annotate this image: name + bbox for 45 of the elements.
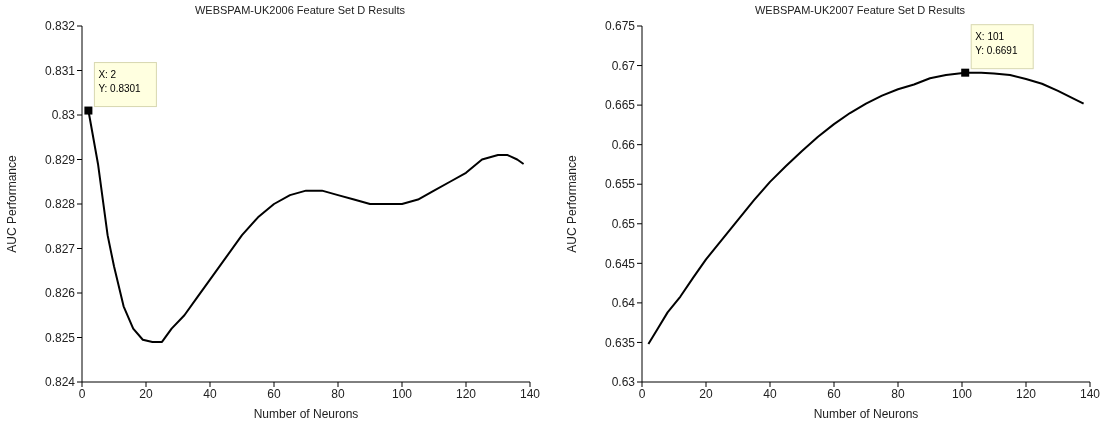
chart-title: WEBSPAM-UK2006 Feature Set D Results (193, 4, 407, 16)
x-tick-label: 80 (331, 386, 345, 401)
x-axis-title: Number of Neurons (813, 407, 919, 421)
y-axis-title: AUC Performance (565, 155, 580, 253)
y-tick-label: 0.824 (44, 375, 76, 390)
y-tick-label: 0.828 (44, 197, 76, 212)
annotation: X: 2 Y: 0.8301 (98, 68, 142, 94)
x-tick-label: 60 (267, 386, 281, 401)
x-tick-label: 40 (763, 386, 777, 401)
y-tick-label: 0.66 (611, 137, 636, 152)
y-tick-label: 0.665 (604, 98, 636, 113)
y-tick-label: 0.831 (44, 63, 76, 78)
y-tick-label: 0.635 (604, 335, 636, 350)
x-tick-label: 100 (391, 386, 413, 401)
y-tick-label: 0.64 (611, 296, 636, 311)
y-tick-label: 0.67 (611, 58, 636, 73)
datatip-box: X: 101 Y: 0.6691 (970, 24, 1034, 70)
x-tick-label: 140 (1079, 386, 1101, 401)
y-tick-label: 0.827 (44, 241, 76, 256)
x-tick-label: 120 (455, 386, 477, 401)
x-tick-label: 80 (891, 386, 905, 401)
y-tick-label: 0.829 (44, 152, 76, 167)
x-tick-label: 40 (203, 386, 217, 401)
chart-title: WEBSPAM-UK2007 Feature Set D Results (753, 4, 967, 16)
y-axis-title: AUC Performance (5, 155, 20, 253)
x-tick-label: 20 (139, 386, 153, 401)
y-tick-label: 0.65 (611, 217, 636, 232)
x-tick-label: 0 (78, 386, 86, 401)
x-tick-label: 120 (1015, 386, 1037, 401)
x-tick-label: 140 (519, 386, 541, 401)
y-tick-label: 0.825 (44, 330, 76, 345)
y-tick-label: 0.655 (604, 177, 636, 192)
y-tick-label: 0.832 (44, 19, 76, 34)
y-tick-label: 0.645 (604, 256, 636, 271)
x-tick-label: 0 (638, 386, 646, 401)
x-axis-title: Number of Neurons (253, 407, 359, 421)
annotation: X: 101 Y: 0.6691 (975, 30, 1018, 56)
y-tick-label: 0.675 (604, 19, 636, 34)
y-tick-label: 0.83 (51, 108, 76, 123)
datatip-box: X: 2 Y: 0.8301 (93, 62, 157, 108)
y-tick-label: 0.826 (44, 286, 76, 301)
x-tick-label: 20 (699, 386, 713, 401)
y-tick-label: 0.63 (611, 375, 636, 390)
x-tick-label: 100 (951, 386, 973, 401)
x-tick-label: 60 (827, 386, 841, 401)
